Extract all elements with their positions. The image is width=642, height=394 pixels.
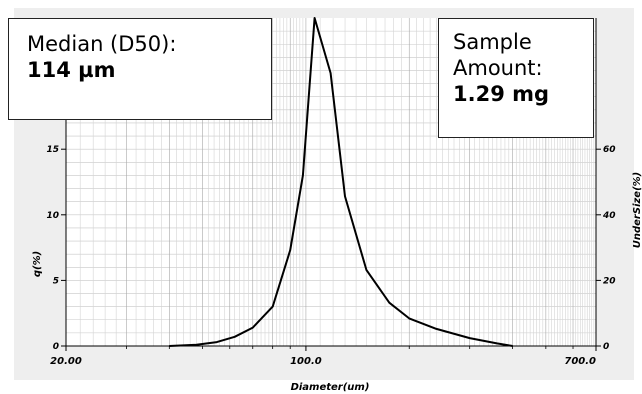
- y-tick-label: 5: [53, 276, 59, 286]
- y2-tick-label: 20: [603, 276, 616, 286]
- y-tick-label: 15: [46, 145, 59, 155]
- x-tick-label: 100.0: [290, 356, 322, 367]
- y2-axis-title: UnderSize(%): [632, 172, 642, 249]
- y2-tick-label: 40: [602, 211, 616, 221]
- y2-tick-label: 0: [603, 342, 609, 352]
- y-ticks: 0 5 10 15: [46, 145, 66, 352]
- median-value: 114 µm: [27, 58, 116, 82]
- frequency-curve: [169, 17, 513, 347]
- sample-amount-value: 1.29 mg: [453, 82, 550, 106]
- x-tick-label: 20.00: [50, 356, 82, 367]
- x-tick-label: 700.0: [564, 356, 596, 367]
- sample-amount-label-2: Amount:: [453, 56, 543, 80]
- sample-amount-label-1: Sample: [453, 30, 532, 54]
- sample-amount-box: Sample Amount: 1.29 mg: [438, 18, 594, 138]
- median-label: Median (D50):: [27, 32, 177, 56]
- y-axis-title: q(%): [32, 251, 43, 277]
- x-axis-title: Diameter(um): [291, 382, 370, 393]
- median-box: Median (D50): 114 µm: [8, 18, 272, 120]
- y2-tick-label: 60: [603, 145, 616, 155]
- x-ticks: 20.00 100.0 700.0: [50, 346, 597, 367]
- y2-ticks: 0 20 40 60: [596, 145, 616, 352]
- y-tick-label: 10: [46, 211, 59, 221]
- y-tick-label: 0: [53, 342, 59, 352]
